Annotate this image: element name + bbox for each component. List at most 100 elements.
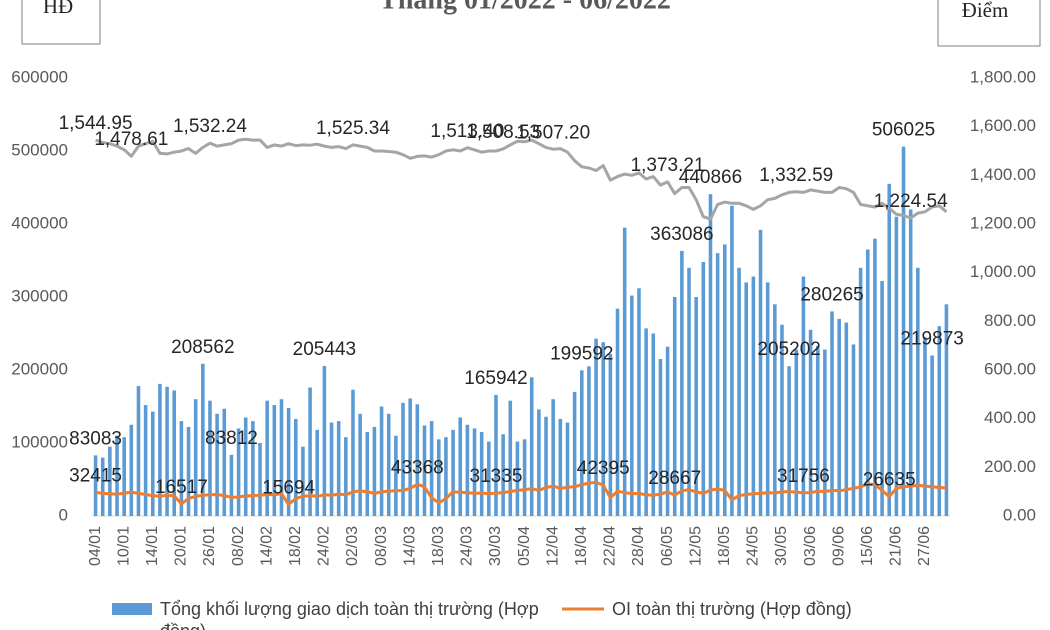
bar — [894, 216, 899, 516]
bar — [522, 439, 527, 516]
y-tick-label: 100000 — [11, 432, 68, 451]
x-tick-label: 27/06 — [916, 526, 933, 566]
x-tick-label: 05/04 — [516, 526, 533, 566]
bar — [258, 443, 262, 516]
bar — [100, 457, 105, 516]
y-tick-label: 200000 — [11, 359, 68, 378]
x-tick-label: 14/01 — [144, 526, 161, 566]
x-tick-label: 14/03 — [401, 526, 418, 566]
bar — [751, 276, 756, 516]
y2-tick-label: 1,200.00 — [970, 213, 1036, 232]
bar — [537, 409, 541, 516]
bar — [944, 304, 949, 516]
bar — [880, 280, 884, 516]
data-label: 16517 — [155, 477, 208, 498]
bar — [436, 439, 441, 516]
bar — [494, 394, 498, 516]
bar — [429, 421, 434, 516]
x-tick-label: 21/06 — [888, 526, 905, 566]
data-label: 32415 — [69, 465, 122, 486]
bar — [529, 377, 534, 516]
legend-label: OI toàn thị trường (Hợp đồng) — [612, 599, 852, 619]
data-label: 165942 — [464, 368, 527, 389]
bar — [672, 297, 677, 516]
bar — [150, 411, 155, 516]
bar — [444, 437, 448, 516]
bar — [465, 424, 470, 516]
bar — [251, 421, 255, 516]
bar — [715, 253, 720, 516]
bar — [408, 398, 412, 516]
bar — [458, 417, 463, 516]
data-label: 83812 — [205, 428, 258, 449]
data-label: 31335 — [470, 466, 523, 487]
bar — [215, 413, 219, 516]
bar — [322, 366, 327, 516]
y2-tick-label: 400.00 — [984, 408, 1036, 427]
bar — [937, 326, 942, 516]
data-label: 205443 — [293, 339, 356, 360]
bar — [858, 267, 863, 516]
data-label: 1,373.21 — [631, 155, 705, 176]
bar — [136, 386, 141, 516]
bar — [579, 370, 584, 516]
x-tick-label: 09/06 — [830, 526, 847, 566]
y2-tick-label: 1,400.00 — [970, 165, 1036, 184]
bar — [722, 244, 727, 516]
bar — [815, 345, 820, 516]
bar — [143, 405, 148, 516]
bar — [665, 346, 670, 516]
y2-tick-label: 0.00 — [1003, 505, 1036, 524]
bar — [186, 426, 191, 516]
bar — [108, 446, 112, 516]
bar — [336, 421, 341, 516]
bar — [587, 366, 591, 516]
data-label: 205202 — [757, 339, 820, 360]
x-tick-label: 06/05 — [659, 526, 676, 566]
bar — [158, 383, 162, 516]
bar — [844, 322, 849, 516]
bar — [93, 455, 98, 516]
data-label: 280265 — [800, 284, 863, 305]
bar — [601, 342, 606, 516]
bar — [923, 337, 927, 516]
bar — [365, 432, 370, 516]
bar — [544, 416, 548, 516]
bar — [286, 407, 291, 516]
x-tick-label: 18/03 — [430, 526, 447, 566]
bar — [329, 422, 334, 516]
bar — [515, 441, 520, 516]
bar — [179, 421, 184, 516]
bar — [787, 366, 791, 516]
bar — [908, 209, 913, 516]
bar — [208, 400, 212, 516]
data-label: 1,508.53 — [466, 122, 540, 143]
bar — [351, 389, 355, 516]
data-label: 1,507.20 — [516, 122, 590, 143]
bar — [236, 428, 241, 516]
bar — [701, 261, 706, 516]
x-tick-label: 26/01 — [201, 526, 218, 566]
bar — [401, 402, 405, 516]
bar — [865, 249, 870, 517]
x-tick-label: 08/03 — [373, 526, 390, 566]
data-label: 506025 — [872, 120, 935, 141]
y-label-box — [21, 0, 101, 45]
bar — [201, 363, 205, 516]
x-tick-label: 08/02 — [230, 526, 247, 566]
y2-label-box — [937, 0, 1041, 47]
x-tick-label: 18/04 — [573, 526, 590, 566]
bar — [622, 227, 627, 516]
bar — [794, 349, 799, 516]
bar — [615, 308, 620, 516]
y2-tick-label: 800.00 — [984, 311, 1036, 330]
bar — [873, 238, 877, 516]
bar — [272, 405, 277, 516]
x-tick-label: 24/03 — [459, 526, 476, 566]
bar — [308, 387, 312, 516]
bar — [572, 391, 577, 516]
y2-axis-title: Điểm — [962, 0, 1009, 22]
bar — [265, 400, 269, 516]
